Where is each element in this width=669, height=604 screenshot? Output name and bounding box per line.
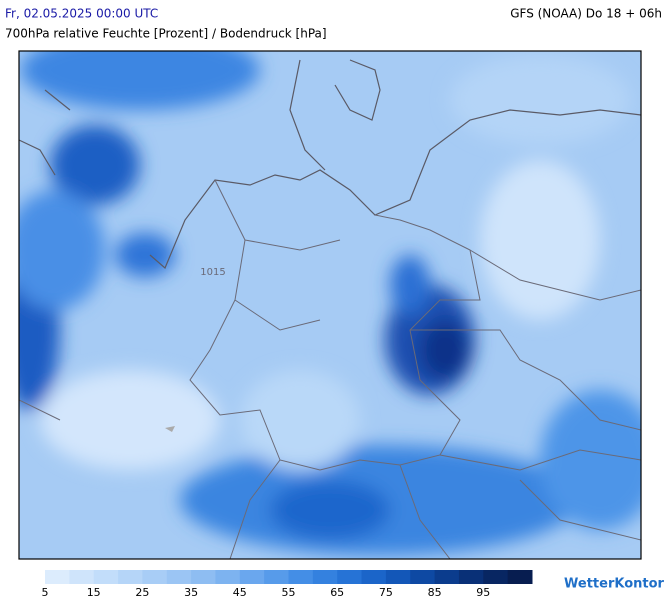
colorbar-swatch [118,570,143,584]
colorbar-swatch [239,570,265,584]
colorbar-swatch [361,570,387,584]
logo: WetterKontor [564,577,665,592]
colorbar-swatch [166,570,192,584]
colorbar-swatch [142,570,168,584]
colorbar-label: 5 [42,586,49,599]
colorbar-label: 35 [184,586,198,599]
colorbar-swatch [337,570,363,584]
map-frame [18,50,642,560]
date: Fr, 02.05.2025 00:00 UTC [5,7,158,21]
colorbar-swatch [215,570,241,584]
colorbar-label: 95 [476,586,490,599]
colorbar-label: 25 [135,586,149,599]
colorbar-label: 55 [282,586,296,599]
colorbar-swatch [507,570,533,584]
colorbar-swatch [410,570,436,584]
colorbar-swatch [312,570,338,584]
colorbar-swatch [93,570,119,584]
map: 1015 [19,51,641,559]
colorbar-swatch [385,570,411,584]
colorbar: 5 15 25 35 45 55 65 75 85 95 [42,570,533,599]
colorbar-label: 45 [233,586,247,599]
colorbar-label: 85 [428,586,442,599]
isobar-label: 1015 [200,267,225,278]
colorbar-label: 65 [330,586,344,599]
colorbar-swatch [288,570,314,584]
model: GFS (NOAA) Do 18 + 06h [510,7,662,21]
colorbar-label: 15 [87,586,101,599]
map-title: 700hPa relative Feuchte [Prozent] / Bode… [5,27,327,41]
colorbar-label: 75 [379,586,393,599]
colorbar-swatch [191,570,216,584]
colorbar-swatch [434,570,460,584]
colorbar-swatch [483,570,509,584]
colorbar-swatch [69,570,95,584]
colorbar-swatch [45,570,70,584]
colorbar-swatch [458,570,484,584]
colorbar-swatch [264,570,289,584]
